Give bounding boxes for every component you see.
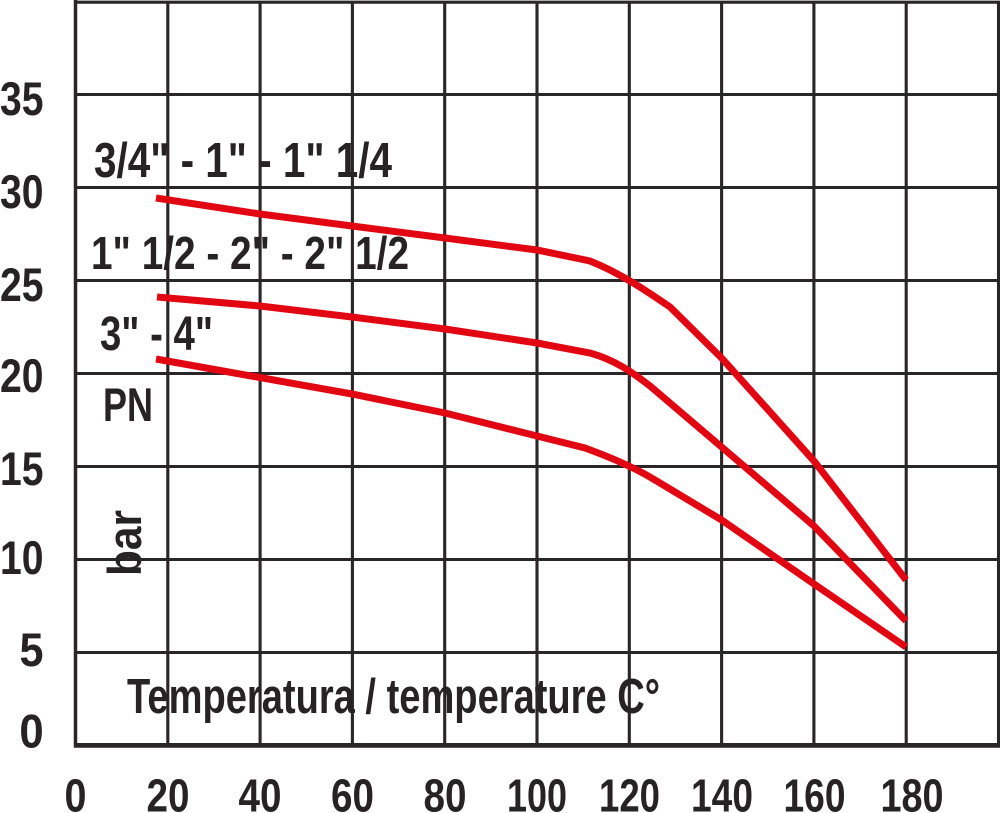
svg-text:Temperatura / temperature C°: Temperatura / temperature C° — [127, 669, 660, 724]
svg-text:20: 20 — [0, 349, 44, 402]
svg-text:120: 120 — [599, 770, 660, 813]
svg-text:3/4" - 1" - 1" 1/4: 3/4" - 1" - 1" 1/4 — [94, 134, 392, 188]
svg-text:10: 10 — [0, 531, 44, 584]
svg-text:5: 5 — [20, 623, 44, 676]
svg-text:160: 160 — [784, 770, 846, 813]
svg-text:140: 140 — [691, 770, 753, 813]
svg-text:0: 0 — [19, 705, 43, 758]
svg-text:bar: bar — [98, 510, 151, 576]
svg-text:40: 40 — [239, 770, 282, 813]
svg-text:180: 180 — [881, 770, 944, 813]
svg-text:0: 0 — [65, 770, 87, 813]
svg-text:15: 15 — [0, 442, 44, 495]
svg-text:20: 20 — [147, 770, 190, 813]
svg-text:80: 80 — [424, 770, 467, 813]
svg-text:PN: PN — [103, 378, 153, 431]
svg-text:35: 35 — [0, 72, 44, 125]
svg-text:30: 30 — [0, 165, 44, 218]
svg-text:25: 25 — [0, 258, 44, 311]
svg-text:1" 1/2 - 2" - 2" 1/2: 1" 1/2 - 2" - 2" 1/2 — [91, 227, 409, 279]
svg-text:3" - 4": 3" - 4" — [100, 308, 213, 361]
svg-text:100: 100 — [507, 770, 567, 813]
svg-text:60: 60 — [331, 770, 374, 813]
